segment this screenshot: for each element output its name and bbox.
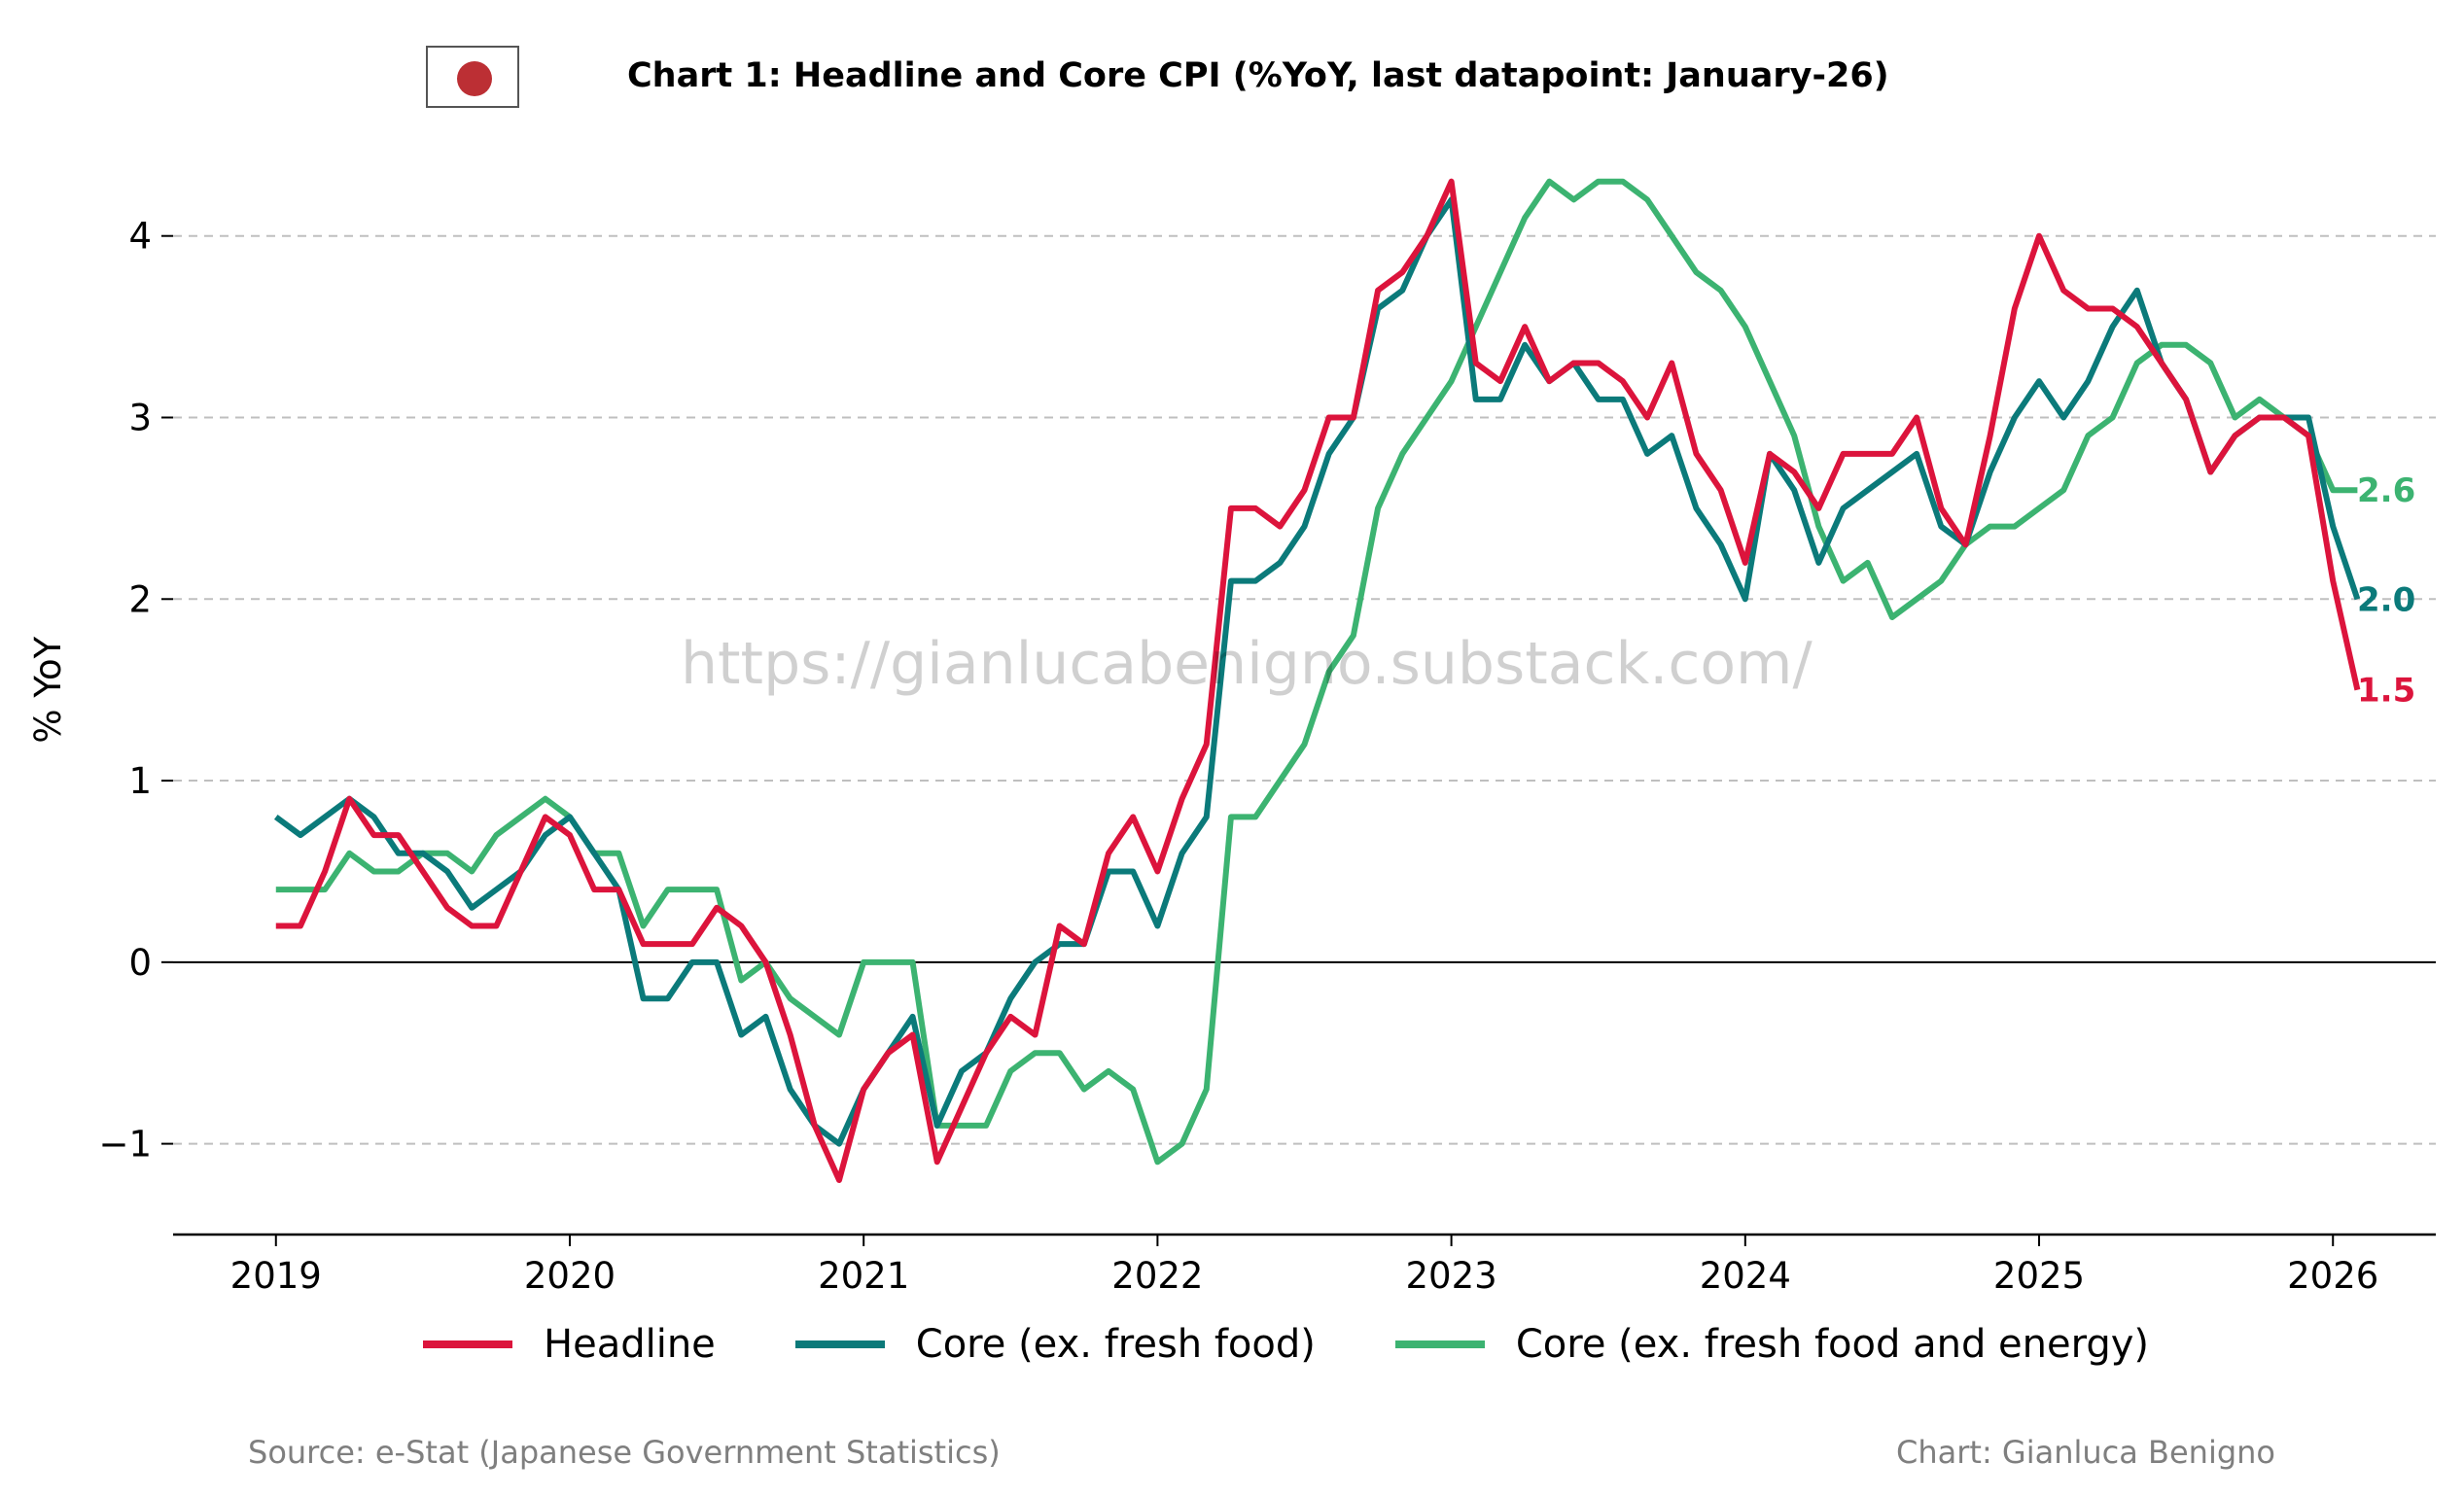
y-tick-label: 2 [128,578,152,620]
series-line-headline [275,178,2361,1183]
y-tick-label: 0 [128,942,152,984]
x-tick-label: 2019 [230,1255,322,1297]
legend-item-core: Core (ex. fresh food) [794,1322,1316,1367]
legend-label-core: Core (ex. fresh food) [915,1322,1316,1367]
end-label-core-ex-fresh-food-and-energy: 2.6 [2357,471,2415,510]
legend-label-core-ex-energy: Core (ex. fresh food and energy) [1515,1322,2150,1367]
legend-swatch-core [794,1340,885,1348]
x-tick-label: 2024 [1700,1255,1791,1297]
x-tick-label: 2023 [1406,1255,1497,1297]
legend-label-headline: Headline [544,1322,716,1367]
x-tick-label: 2025 [1993,1255,2085,1297]
y-tick-label: 3 [128,398,152,439]
chart-title: Chart 1: Headline and Core CPI (%YoY, la… [627,56,1889,95]
legend-item-core-ex-energy: Core (ex. fresh food and energy) [1394,1322,2150,1367]
series-line-core-ex-fresh-food-and-energy [275,178,2358,1166]
chart-credit: Chart: Gianluca Benigno [1896,1434,2275,1471]
legend: Headline Core (ex. fresh food) Core (ex.… [423,1322,2229,1367]
source-note: Source: e-Stat (Japanese Government Stat… [248,1434,1001,1471]
legend-swatch-core-ex-energy [1394,1340,1485,1348]
y-tick-label: 1 [128,760,152,802]
y-tick-label: 4 [128,216,152,258]
watermark-url: https://gianlucabenigno.substack.com/ [681,630,1813,698]
x-tick-label: 2021 [818,1255,909,1297]
flag-red-disc [457,61,492,96]
end-label-headline: 1.5 [2357,672,2415,711]
x-tick-label: 2022 [1111,1255,1203,1297]
series-line-core-ex-fresh-food [273,196,2361,1147]
x-tick-label: 2020 [524,1255,616,1297]
end-label-core-ex-fresh-food: 2.0 [2357,580,2415,619]
y-axis-label: % YoY [27,636,69,743]
x-tick-label: 2026 [2287,1255,2378,1297]
japan-flag-icon [426,46,519,108]
legend-item-headline: Headline [423,1322,716,1367]
y-tick-label: −1 [98,1124,152,1166]
legend-swatch-headline [423,1340,512,1348]
